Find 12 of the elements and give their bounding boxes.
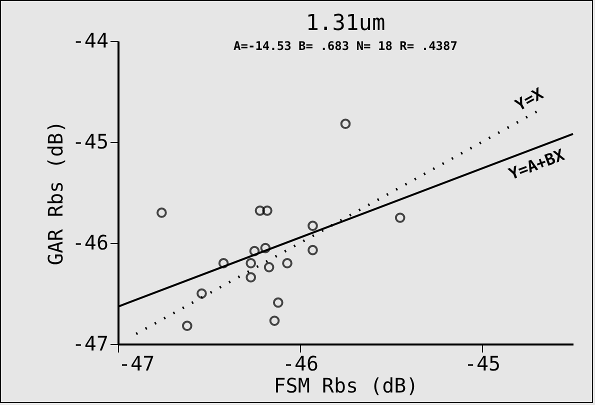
y-tick-label: -47 xyxy=(72,332,108,356)
y-tick-label: -45 xyxy=(72,130,108,154)
y-tick-label: -46 xyxy=(72,230,108,254)
y-tick-label: -44 xyxy=(72,28,108,52)
x-tick-label: -46 xyxy=(282,352,319,376)
y-axis-title: GAR Rbs (dB) xyxy=(43,120,68,266)
x-axis-title: FSM Rbs (dB) xyxy=(274,374,418,398)
chart-title: 1.31um xyxy=(306,11,386,36)
text: Y=X xyxy=(512,84,547,115)
x-tick-label: -47 xyxy=(118,352,155,376)
x-tick-label: -45 xyxy=(464,352,501,376)
annotation: A=-14.53 B= .683 N= 18 R= .4387 xyxy=(234,39,458,53)
